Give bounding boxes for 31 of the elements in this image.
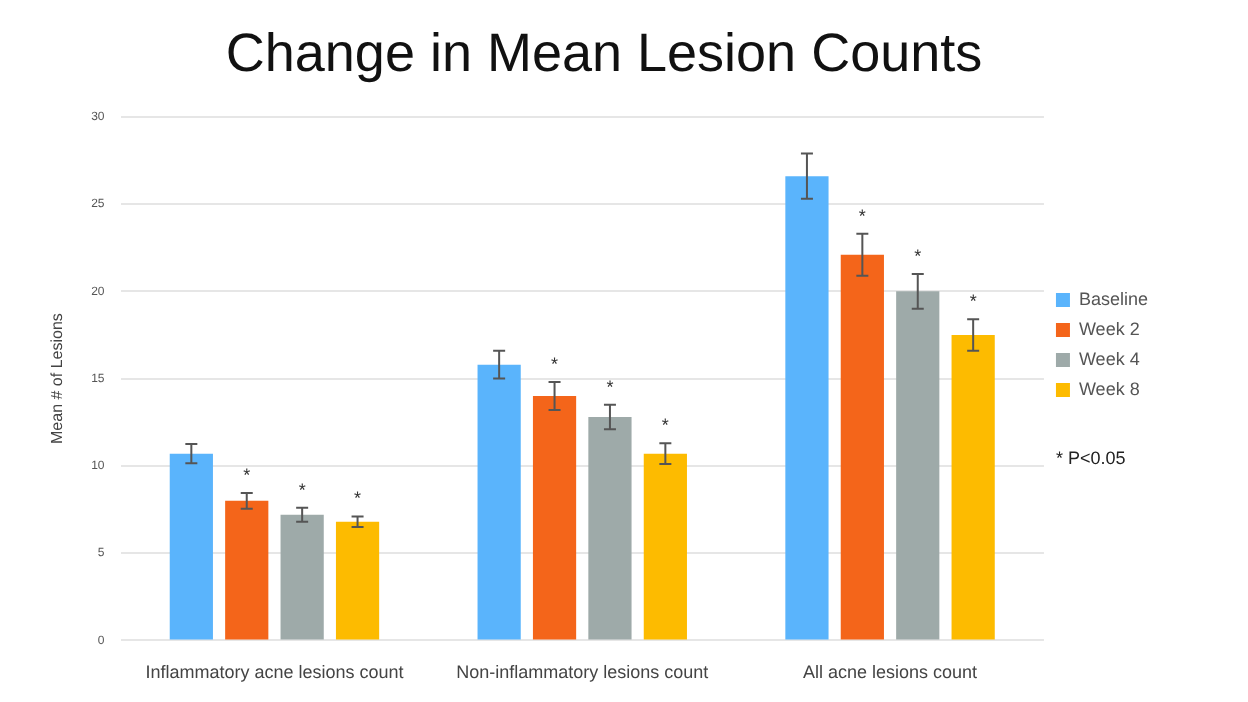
legend-label: Week 8: [1078, 378, 1140, 399]
bar: [477, 364, 521, 640]
bar: [951, 334, 995, 640]
text: * P<0.05: [1055, 447, 1126, 468]
bar: [532, 396, 577, 640]
bar: [896, 291, 940, 640]
data-label: *: [354, 488, 363, 509]
data-label: *: [661, 415, 670, 436]
bar: [588, 417, 632, 640]
chart-title: Change in Mean Lesion Counts: [225, 23, 983, 84]
data-label: *: [914, 245, 923, 266]
data-label: *: [298, 479, 307, 500]
data-label: *: [243, 464, 252, 485]
bar: [335, 521, 380, 640]
data-label: *: [551, 354, 560, 375]
legend-label: Baseline: [1078, 288, 1149, 309]
bar: [225, 500, 269, 640]
bar: [643, 453, 687, 640]
bar: [785, 176, 829, 640]
data-label: *: [969, 291, 978, 312]
bar: [280, 514, 324, 640]
data-label: *: [858, 205, 867, 226]
legend-label: Week 2: [1078, 318, 1140, 339]
legend-label: Week 4: [1078, 348, 1140, 369]
bar: [169, 453, 213, 640]
y-axis-title: Mean # of Lesions: [48, 313, 67, 444]
bar: [840, 254, 884, 640]
x-tick-label: Inflammatory acne lesions count: [145, 662, 405, 683]
data-label: *: [606, 376, 615, 397]
x-tick-label: All acne lesions count: [802, 662, 979, 683]
x-tick-label: Non-inflammatory lesions count: [456, 662, 710, 683]
